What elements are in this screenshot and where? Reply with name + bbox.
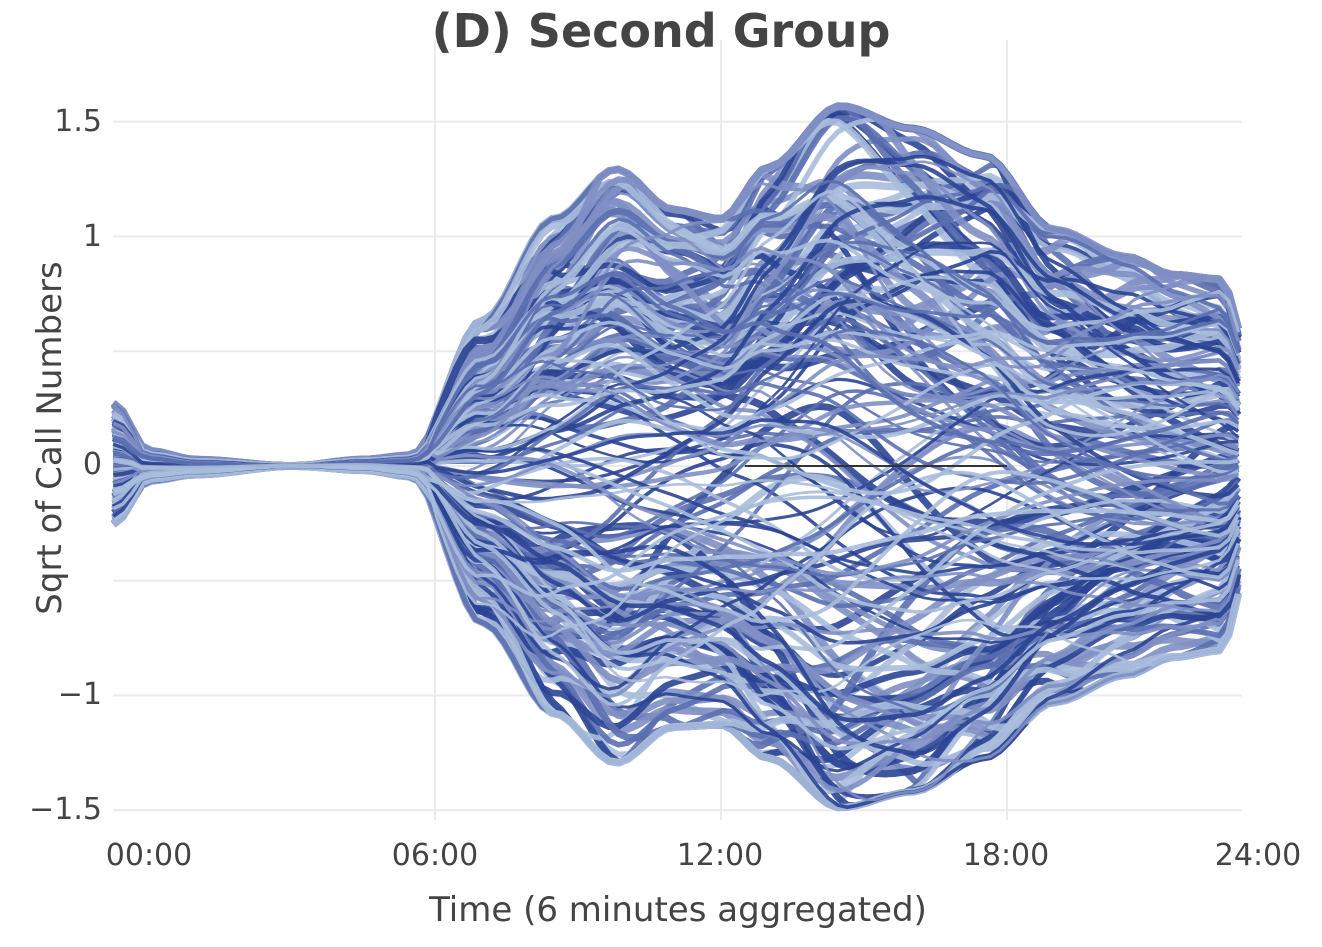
y-tick-minus-1: −1 <box>57 677 102 712</box>
x-tick-12: 12:00 <box>676 838 764 873</box>
y-tick-0: 0 <box>82 447 102 482</box>
x-tick-24: 24:00 <box>1214 838 1302 873</box>
series-lines <box>110 102 1243 812</box>
x-axis-title: Time (6 minutes aggregated) <box>429 890 927 930</box>
y-tick-1-5: 1.5 <box>54 104 102 139</box>
y-tick-1: 1 <box>82 219 102 254</box>
y-tick-minus-1-5: −1.5 <box>29 792 102 827</box>
x-tick-00: 00:00 <box>105 838 193 873</box>
x-tick-18: 18:00 <box>962 838 1050 873</box>
x-tick-06: 06:00 <box>391 838 479 873</box>
y-axis-title: Sqrt of Call Numbers <box>30 261 70 615</box>
chart-title: (D) Second Group <box>431 4 891 58</box>
